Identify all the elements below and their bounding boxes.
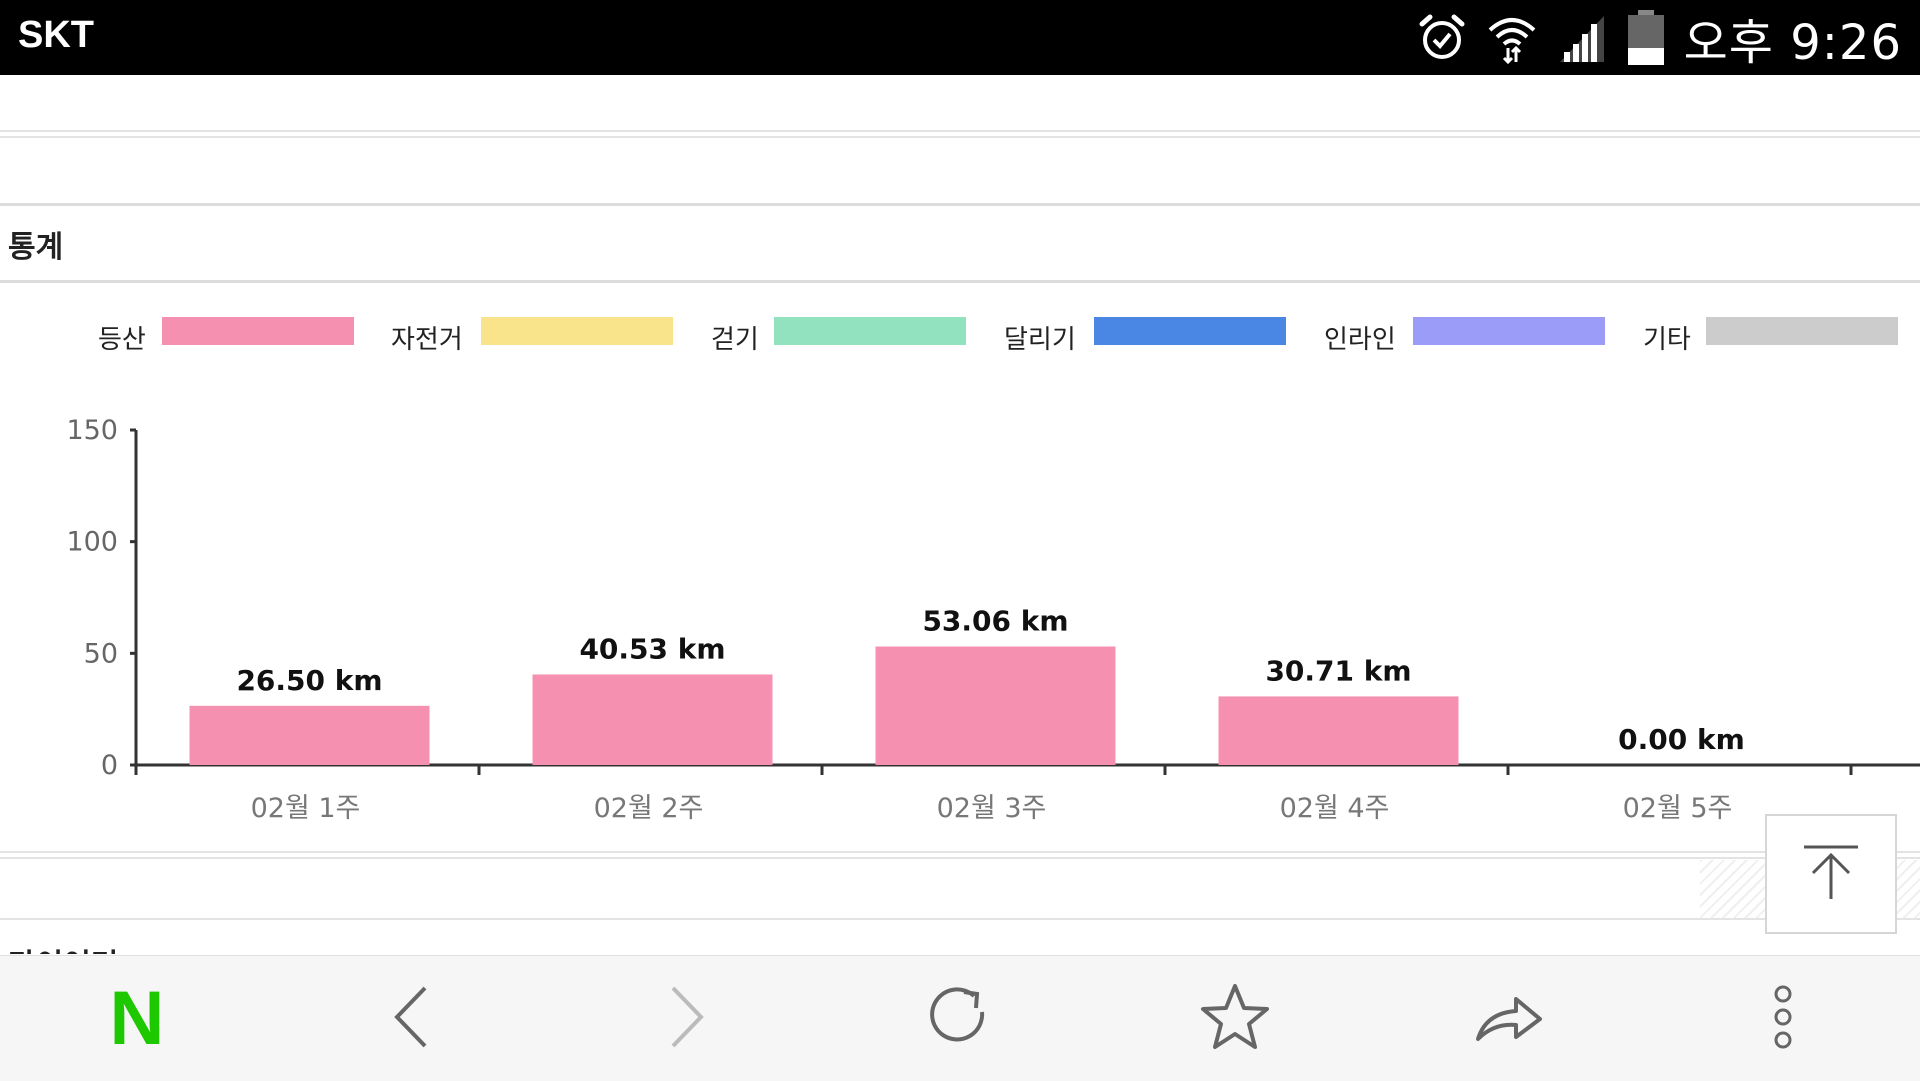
divider <box>0 918 1920 920</box>
legend-label: 달리기 <box>1004 325 1076 355</box>
legend-label: 걷기 <box>711 325 759 355</box>
more-vertical-icon <box>1768 982 1798 1056</box>
divider <box>0 130 1920 132</box>
legend-swatch <box>1094 317 1286 345</box>
section-title: 통계 <box>8 230 64 265</box>
x-tick-label: 02월 2주 <box>594 793 704 824</box>
x-tick-label: 02월 4주 <box>1280 793 1390 824</box>
divider <box>0 851 1920 853</box>
y-tick-label: 150 <box>66 415 118 446</box>
refresh-button[interactable] <box>899 956 1019 1081</box>
y-tick-label: 50 <box>84 638 118 669</box>
more-menu-button[interactable] <box>1723 956 1843 1081</box>
data-label: 53.06 km <box>922 604 1068 637</box>
chart-legend: 등산 자전거 걷기 달리기 인라인 기타 <box>0 315 1920 355</box>
battery-icon <box>1626 9 1666 66</box>
alarm-icon <box>1416 12 1468 64</box>
star-icon <box>1199 981 1271 1057</box>
chevron-right-icon <box>661 982 711 1056</box>
share-arrow-icon <box>1472 987 1544 1051</box>
back-button[interactable] <box>352 956 472 1081</box>
refresh-icon <box>924 982 994 1056</box>
data-label: 40.53 km <box>579 632 725 665</box>
forward-button[interactable] <box>626 956 746 1081</box>
wifi-icon <box>1486 12 1538 64</box>
browser-toolbar: N <box>0 955 1920 1081</box>
divider <box>0 136 1920 138</box>
data-label: 30.71 km <box>1265 654 1411 687</box>
arrow-up-to-top-icon <box>1796 837 1866 911</box>
y-tick-label: 100 <box>66 527 118 558</box>
chevron-left-icon <box>387 982 437 1056</box>
data-label: 0.00 km <box>1618 723 1745 756</box>
scroll-to-top-button[interactable] <box>1765 814 1897 934</box>
divider <box>0 280 1920 283</box>
legend-label: 자전거 <box>391 325 463 355</box>
legend-label: 인라인 <box>1324 325 1396 355</box>
signal-icon <box>1556 12 1608 64</box>
legend-swatch <box>1706 317 1898 345</box>
bar <box>532 674 773 765</box>
bar <box>189 705 430 765</box>
carrier-label: SKT <box>18 14 94 56</box>
naver-home-button[interactable]: N <box>77 956 197 1081</box>
y-tick-label: 0 <box>101 750 118 781</box>
x-tick-label: 02월 3주 <box>937 793 1047 824</box>
divider <box>0 857 1920 859</box>
status-bar: SKT <box>0 0 1920 75</box>
bar <box>1218 696 1459 765</box>
legend-swatch <box>162 317 354 345</box>
legend-label: 기타 <box>1643 325 1691 355</box>
legend-swatch <box>774 317 966 345</box>
divider <box>0 203 1920 206</box>
clock: 오후 9:26 <box>1683 14 1902 71</box>
share-button[interactable] <box>1448 956 1568 1081</box>
bookmark-button[interactable] <box>1175 956 1295 1081</box>
data-label: 26.50 km <box>236 664 382 697</box>
x-tick-label: 02월 5주 <box>1623 793 1733 824</box>
naver-logo-icon: N <box>109 975 165 1061</box>
next-section-title: 다이어리 <box>8 940 118 954</box>
legend-swatch <box>1413 317 1605 345</box>
bar <box>875 646 1116 765</box>
legend-swatch <box>481 317 673 345</box>
x-tick-label: 02월 1주 <box>251 793 361 824</box>
bar-chart: 0 50 100 150 26.50 km 02월 1주 40.53 km 02월 2주 53.… <box>66 415 1920 824</box>
legend-label: 등산 <box>98 325 146 355</box>
